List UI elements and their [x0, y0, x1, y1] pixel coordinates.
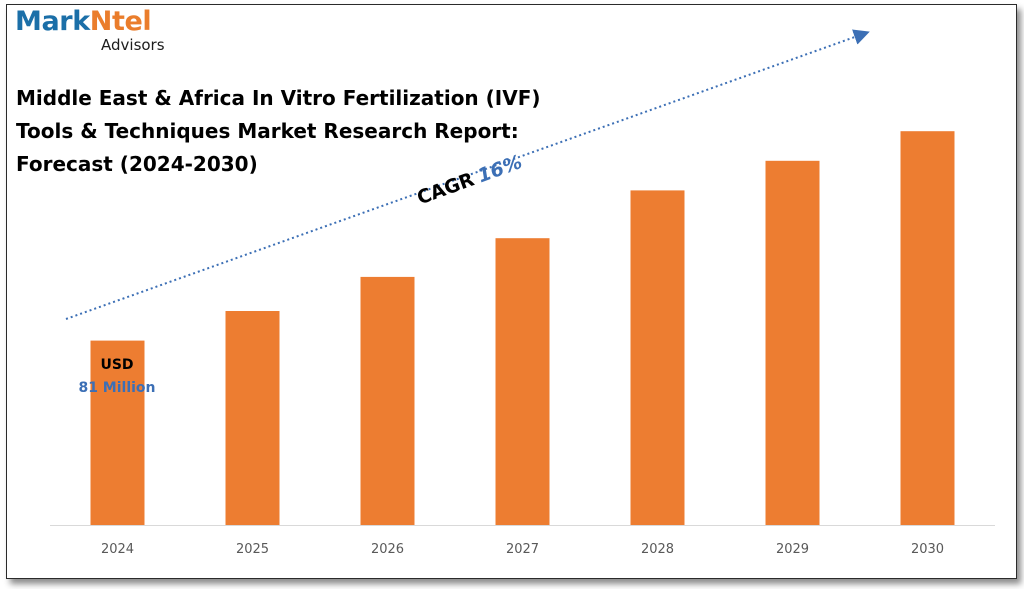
logo-subtitle: Advisors: [101, 36, 165, 54]
x-tick-label-2024: 2024: [101, 542, 134, 557]
x-tick-label-2025: 2025: [236, 542, 269, 557]
title-line-2: Tools & Techniques Market Research Repor…: [16, 119, 519, 143]
bar-2029: [765, 160, 820, 526]
logo-brand-part2: Ntel: [89, 6, 152, 37]
cagr-trend-arrow: [65, 29, 870, 320]
title-line-3: Forecast (2024-2030): [16, 152, 258, 176]
bar-2026: [360, 276, 415, 525]
x-tick-label-2026: 2026: [371, 542, 404, 557]
x-tick-label-2028: 2028: [641, 542, 674, 557]
bar-2024: [90, 340, 145, 525]
bar-2028: [630, 190, 685, 525]
logo-wordmark: MarkNtel: [15, 6, 152, 38]
x-tick-label-2027: 2027: [506, 542, 539, 557]
x-tick-label-2030: 2030: [911, 542, 944, 557]
bar-2030: [900, 131, 955, 525]
bar-2025: [225, 311, 280, 525]
bar-2027: [495, 238, 550, 525]
first-bar-value-label: 81 Million: [78, 380, 156, 396]
logo-brand-part1: Mark: [15, 6, 90, 37]
x-tick-label-2029: 2029: [776, 542, 809, 557]
title-line-1: Middle East & Africa In Vitro Fertilizat…: [16, 86, 541, 110]
first-bar-unit-label: USD: [100, 357, 134, 373]
marknetel-logo: MarkNtel Advisors: [15, 6, 175, 56]
chart-title: Middle East & Africa In Vitro Fertilizat…: [16, 82, 576, 181]
